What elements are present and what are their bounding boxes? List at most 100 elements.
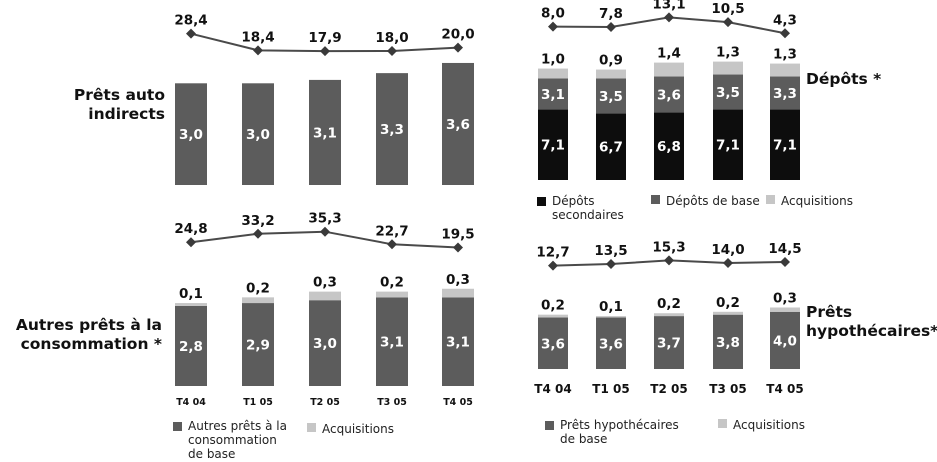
other-bar-acquisitions-2 [309,291,341,301]
other-line-label: 24,8 [174,221,207,237]
mortgage-line-label: 12,7 [536,245,569,261]
deposits-data-label: 7,1 [773,138,797,154]
other-bar-acquisitions-0 [175,303,207,306]
auto-bar-value-2 [309,79,341,185]
auto-bar-value-3 [376,73,408,185]
mortgage-category-label: T4 05 [766,382,803,396]
deposits-bar-d-p-ts-de-base-3 [713,74,743,110]
deposits-legend-item-secondary: Dépôts secondaires [537,194,637,222]
legend-swatch [766,195,775,204]
auto-data-label: 3,3 [380,122,404,138]
mortgage-line-point [606,259,616,269]
other-line-point [186,237,196,248]
auto-line-point [453,42,463,53]
mortgage-category-label: T1 05 [592,382,629,396]
deposits-data-label: 6,7 [599,140,623,156]
mortgage-bar-pr-ts-hypoth-caires-de-base-4 [770,311,800,369]
other-line-point [253,228,263,239]
other-bar-autres-pr-ts-la-consommation-de-base-0 [175,305,207,386]
deposits-line-label: 13,1 [652,0,685,12]
other-data-label: 0,2 [246,280,270,296]
mortgage-line-label: 13,5 [594,243,627,259]
auto-line-point [320,46,330,57]
legend-swatch [651,195,660,204]
deposits-bar-d-p-ts-de-base-4 [770,76,800,110]
auto-line-label: 17,9 [308,30,341,46]
mortgage-line-point [664,255,674,266]
mortgage-line-label: 14,0 [711,242,744,258]
deposits-data-label: 7,1 [716,138,740,154]
auto-line-label: 20,0 [441,27,474,43]
mortgage-bar-acquisitions-2 [654,313,684,317]
auto-bar-value-4 [442,62,474,185]
deposits-data-label: 7,1 [541,138,565,154]
deposits-panel-title: Dépôts * [806,70,882,88]
deposits-data-label: 1,0 [541,52,565,68]
deposits-bar-d-p-ts-secondaires-4 [770,109,800,180]
mortgage-category-label: T3 05 [709,382,746,396]
legend-label: Dépôts de base [666,194,760,208]
auto-bar-value-1 [242,83,274,185]
deposits-data-label: 1,3 [773,47,797,63]
deposits-bar-acquisitions-2 [654,62,684,77]
other-data-label: 2,9 [246,338,270,354]
other-line-label: 33,2 [241,213,274,229]
deposits-bar-d-p-ts-de-base-0 [538,78,568,110]
mortgage-data-label: 0,3 [773,291,797,307]
deposits-line-label: 8,0 [541,6,565,22]
legend-label: Acquisitions [781,194,853,208]
mortgage-bar-pr-ts-hypoth-caires-de-base-3 [713,314,743,369]
other-panel-title: Autres prêts à la consommation * [15,316,162,353]
mortgage-line-label: 14,5 [768,241,801,257]
other-data-label: 0,3 [446,272,470,288]
mortgage-data-label: 0,2 [657,296,681,312]
deposits-bar-acquisitions-3 [713,61,743,75]
mortgage-data-label: 4,0 [773,333,797,349]
deposits-line-point [548,21,558,32]
mortgage-data-label: 3,8 [716,335,740,351]
mortgage-bar-acquisitions-0 [538,314,568,318]
deposits-line-point [606,21,616,32]
deposits-bar-d-p-ts-secondaires-2 [654,112,684,180]
other-line-label: 19,5 [441,227,474,243]
legend-swatch [545,421,554,430]
other-bar-autres-pr-ts-la-consommation-de-base-1 [242,303,274,386]
other-line-point [453,242,463,253]
other-bar-acquisitions-1 [242,297,274,304]
other-data-label: 3,1 [380,335,404,351]
auto-line-label: 18,4 [241,29,274,45]
other-legend-item-acquisitions: Acquisitions [307,422,394,436]
auto-line-label: 18,0 [375,30,408,46]
other-category-label: T2 05 [310,397,340,408]
deposits-data-label: 1,3 [716,45,740,61]
mortgage-category-label: T2 05 [650,382,687,396]
mortgage-panel-title: Prêts hypothécaires* [806,303,937,340]
mortgage-data-label: 0,1 [599,299,623,315]
other-line-label: 35,3 [308,211,341,227]
other-line-point [320,226,330,237]
other-data-label: 0,1 [179,286,203,302]
auto-panel-title: Prêts auto indirects [73,86,165,123]
auto-data-label: 3,0 [179,127,203,143]
auto-line-point [186,28,196,39]
mortgage-data-label: 3,6 [541,336,565,352]
deposits-data-label: 3,3 [773,86,797,102]
deposits-line-point [723,17,733,28]
other-line-label: 22,7 [375,223,408,239]
other-data-label: 0,2 [380,275,404,291]
mortgage-category-label: T4 04 [534,382,571,396]
deposits-data-label: 3,5 [716,85,740,101]
deposits-bar-d-p-ts-secondaires-0 [538,109,568,180]
legend-label: Prêts hypothécaires de base [560,418,679,446]
mortgage-bar-pr-ts-hypoth-caires-de-base-2 [654,316,684,369]
legend-label: Acquisitions [322,422,394,436]
legend-swatch [537,197,546,206]
deposits-line-label: 7,8 [599,6,623,22]
other-bar-acquisitions-3 [376,291,408,298]
mortgage-bar-acquisitions-4 [770,307,800,312]
other-category-label: T4 04 [176,397,206,408]
deposits-data-label: 3,1 [541,87,565,103]
other-category-label: T4 05 [443,397,473,408]
